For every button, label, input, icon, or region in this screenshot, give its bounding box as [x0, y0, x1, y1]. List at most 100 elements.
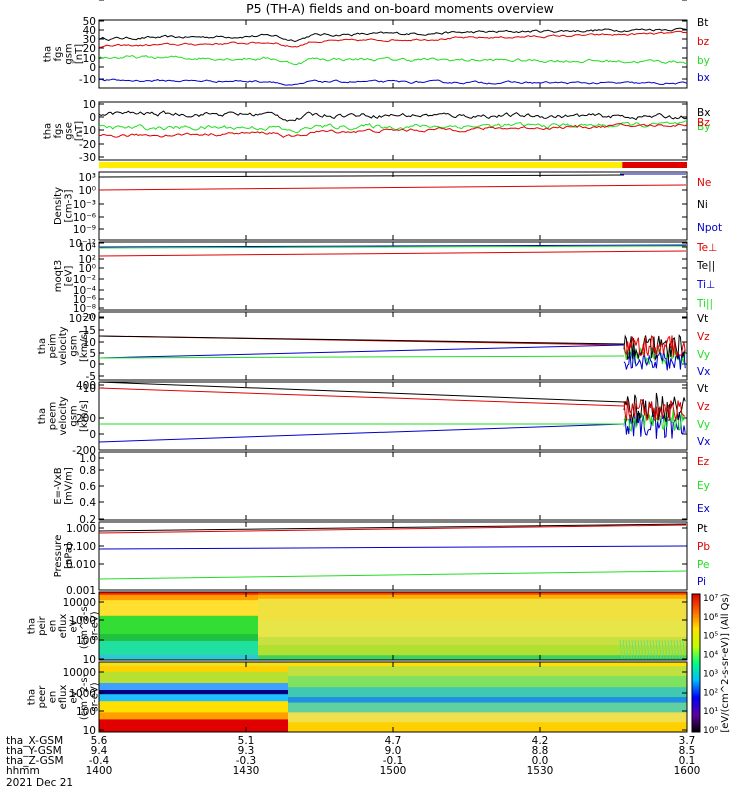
xaxis-row-label: hhmm [6, 765, 40, 777]
series-line-Ti-perp [98, 244, 687, 248]
spectrogram-band [288, 702, 687, 713]
ytick-label: 10⁻¹² [69, 238, 96, 250]
xaxis-date: 2021 Dec 21 [6, 777, 73, 789]
spectrogram-texture [652, 639, 656, 659]
legend-Ni: Ni [697, 199, 708, 211]
panel-frame-efield [98, 451, 688, 521]
legend-Pt: Pt [697, 523, 707, 535]
spectrogram-band [258, 592, 687, 596]
spectrogram-texture [682, 639, 686, 659]
burst-Vz [623, 398, 686, 422]
ytick-label: 0.2 [79, 514, 96, 526]
xaxis-value: 1500 [380, 765, 407, 777]
ylabel-line: peer [37, 685, 48, 709]
xaxis-row-label: tha_Y-GSM [6, 745, 62, 757]
ytick-label: 10⁴ [78, 242, 96, 254]
spectrogram-texture [670, 639, 674, 659]
spectrogram-band [99, 719, 288, 733]
spectrogram-texture [634, 639, 638, 659]
series-line-Bt [98, 27, 688, 43]
spectrogram-texture [649, 639, 653, 659]
series-line-Ni [98, 174, 625, 178]
spectrogram-texture [640, 639, 644, 659]
ytick-label: 1000 [69, 688, 96, 700]
spectrogram-band [99, 701, 288, 713]
ylabel-line: [mV/m] [63, 467, 74, 505]
ytick-label: 1000 [69, 615, 96, 627]
xaxis-value: 9.4 [91, 745, 108, 757]
ytick-label: -10 [79, 74, 96, 86]
spectrogram-band [288, 697, 687, 704]
series-line-Bx [98, 110, 688, 122]
legend-By: By [697, 121, 710, 133]
ytick-label: 5 [89, 348, 96, 360]
legend-Bx: Bx [697, 107, 710, 119]
spectrogram-texture [664, 639, 668, 659]
ytick-label: 10000 [63, 597, 96, 609]
legend-Pb: Pb [697, 541, 710, 553]
colorbar-tick: 10⁴ [703, 651, 718, 661]
xaxis-value: 9.3 [238, 745, 255, 757]
colorbar-tick: 10⁵ [703, 632, 718, 642]
legend-Vt: Vt [697, 383, 708, 395]
mode-bar-yellow [99, 162, 623, 168]
ylabel-line: moqt3 [53, 260, 64, 293]
spectrogram-band [99, 683, 288, 691]
spectrogram-band [99, 712, 288, 720]
spectrogram-band [288, 662, 687, 667]
spectrogram-band [288, 722, 687, 733]
xaxis-value: 0.1 [679, 755, 696, 767]
ytick-label: 10³ [78, 172, 96, 184]
spectrogram-texture [661, 639, 665, 659]
ytick-label: 10² [78, 254, 96, 266]
ytick-label: 400 [76, 380, 96, 392]
spectrogram-texture [643, 639, 647, 659]
xaxis-value: 8.5 [679, 745, 696, 757]
xaxis-value: 5.6 [91, 735, 108, 747]
spectrogram-band [99, 615, 258, 635]
ytick-label: 10⁻³ [73, 199, 96, 211]
ylabel-line: tha [27, 618, 38, 634]
xaxis-value: 4.2 [532, 735, 549, 747]
spectrogram-band [288, 687, 687, 698]
series-line-Vx [98, 344, 625, 359]
series-line-Vt [98, 335, 625, 345]
ylabel-line: sr-eV) [90, 682, 101, 711]
ytick-label: 15 [83, 325, 96, 337]
spectrogram-band [258, 636, 687, 646]
ytick-label: 200 [76, 413, 96, 425]
colorbar-tick: 10¹ [703, 707, 718, 717]
ytick-label: -10 [79, 125, 96, 137]
ytick-label: 10 [83, 337, 96, 349]
spectrogram-band [288, 676, 687, 688]
series-line-Pi [98, 545, 687, 550]
ylabel-line: E=-VxB [53, 467, 64, 504]
burst-Vz [623, 335, 686, 358]
series-line-Vy [98, 355, 625, 359]
ytick-label: 10⁻⁶ [73, 294, 96, 306]
ylabel-line: [km/s] [79, 400, 90, 432]
legend-by: by [697, 55, 710, 67]
ytick-label: 10000 [63, 667, 96, 679]
ytick-label: -30 [79, 152, 96, 164]
ytick-label: 40 [83, 25, 96, 37]
ylabel-line: [km/s] [79, 330, 90, 362]
ylabel-line: gsm [63, 43, 74, 64]
spectrogram-band [258, 655, 687, 661]
series-line-by [98, 54, 688, 66]
spectrogram-texture [628, 639, 632, 659]
ytick-label: 10⁻¹⁰ [69, 313, 96, 325]
xaxis-value: 1400 [86, 765, 113, 777]
spectrogram-texture [637, 639, 641, 659]
ylabel-line: en [48, 620, 59, 633]
ylabel-line: velocity [58, 326, 69, 365]
spectrogram-band [99, 666, 288, 673]
chart-title: P5 (TH-A) fields and on-board moments ov… [246, 1, 554, 16]
ytick-label: -400 [72, 0, 96, 3]
spectrogram-band [288, 666, 687, 677]
ylabel-line: tha [42, 123, 53, 139]
xaxis-value: 5.1 [238, 735, 255, 747]
legend-Vy: Vy [697, 419, 710, 431]
spectrogram-band [99, 592, 258, 596]
